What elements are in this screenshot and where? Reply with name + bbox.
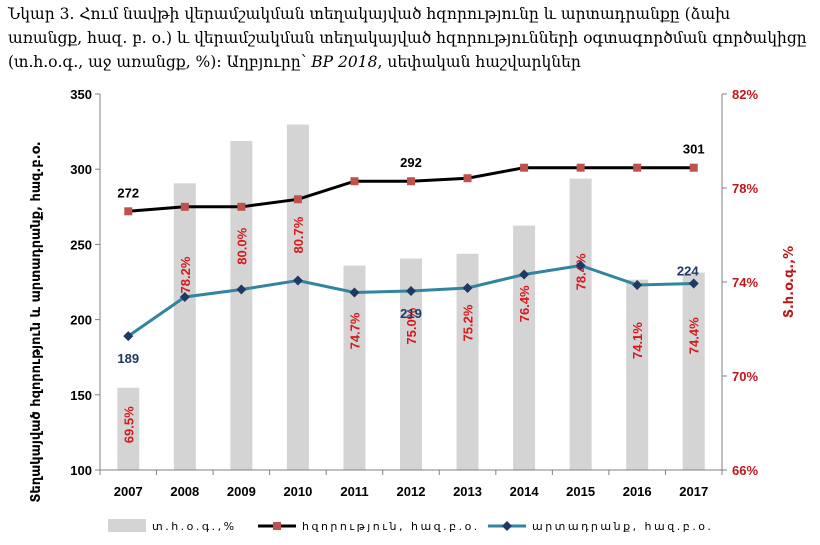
capacity-point-2008 <box>180 202 189 211</box>
right-tick-label: 70% <box>732 369 758 384</box>
left-tick-label: 350 <box>70 87 92 102</box>
left-tick-label: 300 <box>70 162 92 177</box>
capacity-point-2010 <box>293 195 302 204</box>
x-tick-label: 2015 <box>566 484 595 499</box>
bar-2011 <box>343 265 366 470</box>
production-point-2010 <box>292 275 303 286</box>
production-point-2017 <box>688 278 699 289</box>
legend-marker-production <box>502 521 512 531</box>
bar-2017 <box>682 272 705 470</box>
left-tick-label: 100 <box>70 463 92 478</box>
production-point-2008 <box>179 292 190 303</box>
left-tick-label: 250 <box>70 237 92 252</box>
legend-label-utilization: տ.հ.օ.գ.,% <box>152 520 237 533</box>
utilization-bar-labels: 69.5% 78.2% 80.0% 80.7% 74.7% 75.0% 75.2% 76.4%… <box>121 216 701 443</box>
right-tick-label: 74% <box>732 275 758 290</box>
production-label-2007: 189 <box>117 351 139 366</box>
bar-2015 <box>569 178 592 470</box>
chart-lines <box>123 163 699 342</box>
production-point-2007 <box>123 331 134 342</box>
production-point-2016 <box>632 280 643 291</box>
bar-label-2008: 78.2% <box>178 256 193 293</box>
capacity-point-2014 <box>520 163 529 172</box>
production-point-2015 <box>575 260 586 271</box>
capacity-point-2011 <box>350 177 359 186</box>
capacity-point-2009 <box>237 202 246 211</box>
x-tick-label: 2010 <box>283 484 312 499</box>
y-axis-left-title: Տեղակայված հզորություն և արտադրանք, հազ.… <box>29 141 44 502</box>
caption-source: BP 2018 <box>311 53 378 71</box>
left-tick-label: 200 <box>70 313 92 328</box>
production-label-2012: 219 <box>400 306 422 321</box>
capacity-point-2012 <box>407 177 415 186</box>
production-point-2012 <box>406 286 416 297</box>
x-tick-label: 2008 <box>170 484 199 499</box>
bar-2009 <box>230 141 253 470</box>
bar-2016 <box>626 279 649 470</box>
utilization-bars <box>117 124 705 471</box>
production-point-2013 <box>462 283 473 294</box>
bar-label-2007: 69.5% <box>121 406 136 443</box>
bar-label-2010: 80.7% <box>291 216 306 253</box>
capacity-point-2017 <box>689 163 698 172</box>
bar-label-2017: 74.4% <box>687 317 702 354</box>
capacity-label-2017: 301 <box>683 142 705 157</box>
legend-marker-capacity <box>273 522 281 530</box>
right-tick-label: 82% <box>732 87 758 102</box>
x-tick-label: 2012 <box>397 484 426 499</box>
bar-label-2011: 74.7% <box>347 312 362 349</box>
bar-2008 <box>173 183 196 471</box>
production-point-2009 <box>236 284 247 295</box>
x-tick-label: 2014 <box>510 484 540 499</box>
right-tick-label: 66% <box>732 463 758 478</box>
x-tick-label: 2016 <box>623 484 652 499</box>
bar-label-2015: 78.4% <box>574 253 589 290</box>
capacity-point-2007 <box>124 207 133 216</box>
capacity-point-2015 <box>576 163 585 172</box>
x-tick-label: 2011 <box>340 484 368 499</box>
bar-label-2013: 75.2% <box>461 304 476 341</box>
chart-caption: Նկար 3. Հում նավթի վերամշակման տեղակայվա… <box>8 2 808 74</box>
x-tick-label: 2017 <box>679 484 708 499</box>
left-tick-label: 150 <box>70 388 92 403</box>
production-label-2017: 224 <box>677 264 699 279</box>
legend-label-capacity: հզորություն, հազ.բ.օ. <box>302 520 480 533</box>
caption-text: Նկար 3. Հում նավթի վերամշակման տեղակայվա… <box>8 5 807 71</box>
y-axis-right-title: Տ.հ.օ.գ.,% <box>782 246 797 318</box>
caption-suffix: , սեփական հաշվարկներ <box>377 53 581 71</box>
x-tick-label: 2013 <box>453 484 482 499</box>
chart-point-labels: 272 292 301 189 219 224 <box>117 142 704 366</box>
x-tick-label: 2007 <box>114 484 143 499</box>
bar-label-2014: 76.4% <box>517 285 532 322</box>
capacity-point-2016 <box>633 163 642 172</box>
bar-2010 <box>286 124 309 471</box>
bar-2014 <box>513 225 536 470</box>
chart-legend: տ.հ.օ.գ.,% հզորություն, հազ.բ.օ. արտադրանք… <box>108 519 713 533</box>
legend-label-production: արտադրանք, հազ.բ.օ. <box>532 520 713 533</box>
bar-label-2009: 80.0% <box>234 227 249 264</box>
bar-2013 <box>456 253 479 470</box>
production-point-2014 <box>519 269 530 280</box>
legend-swatch-utilization <box>108 519 146 532</box>
right-tick-label: 78% <box>732 181 758 196</box>
production-point-2011 <box>349 287 360 298</box>
bar-2007 <box>117 387 140 470</box>
capacity-label-2007: 272 <box>117 185 139 200</box>
capacity-line <box>128 166 694 213</box>
capacity-label-2012: 292 <box>400 155 422 170</box>
x-tick-label: 2009 <box>227 484 256 499</box>
bar-2012 <box>400 258 422 470</box>
bar-label-2012: 75.0% <box>404 307 419 344</box>
bar-label-2016: 74.1% <box>630 322 645 359</box>
chart-axes: 100 150 200 250 300 350 66% 70% 74% 78% 82% 2007 200… <box>29 87 797 503</box>
capacity-point-2013 <box>463 174 472 183</box>
